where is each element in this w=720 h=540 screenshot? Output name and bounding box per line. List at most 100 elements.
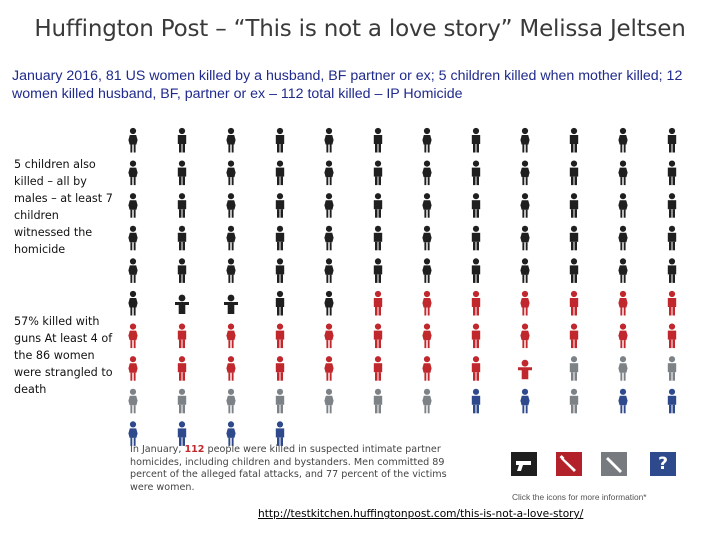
victim-figure[interactable]: [177, 388, 187, 414]
victim-figure[interactable]: [471, 356, 481, 381]
victim-figure[interactable]: [520, 127, 530, 153]
victim-figure[interactable]: [471, 193, 481, 218]
victim-figure[interactable]: [128, 193, 138, 218]
victim-figure[interactable]: [373, 193, 383, 218]
victim-figure[interactable]: [275, 127, 285, 153]
victim-figure[interactable]: [275, 160, 285, 186]
victim-figure[interactable]: [226, 193, 236, 218]
victim-figure[interactable]: [422, 356, 432, 381]
victim-figure[interactable]: [177, 127, 187, 153]
victim-figure[interactable]: [177, 160, 187, 186]
gun-filter-button[interactable]: [511, 452, 537, 476]
unknown-weapon-filter-button[interactable]: ?: [650, 452, 676, 476]
victim-figure[interactable]: [373, 225, 383, 251]
victim-figure[interactable]: [175, 294, 189, 314]
victim-figure[interactable]: [128, 421, 138, 446]
victim-figure[interactable]: [569, 356, 579, 381]
victim-figure[interactable]: [667, 258, 677, 283]
victim-figure[interactable]: [177, 258, 187, 283]
victim-figure[interactable]: [128, 160, 138, 186]
victim-figure[interactable]: [471, 160, 481, 186]
victim-figure[interactable]: [520, 388, 530, 414]
victim-figure[interactable]: [373, 388, 383, 414]
victim-figure[interactable]: [569, 388, 579, 414]
victim-figure[interactable]: [324, 388, 334, 414]
victim-figure[interactable]: [667, 290, 677, 316]
victim-figure[interactable]: [226, 127, 236, 153]
victim-figure[interactable]: [177, 421, 187, 446]
victim-figure[interactable]: [422, 193, 432, 218]
victim-figure[interactable]: [224, 294, 238, 314]
victim-figure[interactable]: [520, 225, 530, 251]
victim-figure[interactable]: [373, 127, 383, 153]
victim-figure[interactable]: [422, 290, 432, 316]
victim-figure[interactable]: [569, 323, 579, 349]
victim-figure[interactable]: [618, 388, 628, 414]
victim-figure[interactable]: [569, 193, 579, 218]
victim-figure[interactable]: [569, 225, 579, 251]
knife-filter-button[interactable]: [556, 452, 582, 476]
victim-figure[interactable]: [128, 388, 138, 414]
victim-figure[interactable]: [520, 258, 530, 283]
victim-figure[interactable]: [618, 127, 628, 153]
victim-figure[interactable]: [618, 323, 628, 349]
victim-figure[interactable]: [373, 258, 383, 283]
victim-figure[interactable]: [324, 225, 334, 251]
victim-figure[interactable]: [569, 258, 579, 283]
victim-figure[interactable]: [520, 160, 530, 186]
victim-figure[interactable]: [520, 323, 530, 349]
victim-figure[interactable]: [422, 258, 432, 283]
victim-figure[interactable]: [226, 323, 236, 349]
victim-figure[interactable]: [275, 193, 285, 218]
victim-figure[interactable]: [422, 127, 432, 153]
victim-figure[interactable]: [128, 323, 138, 349]
victim-figure[interactable]: [275, 290, 285, 316]
other-weapon-filter-button[interactable]: [601, 452, 627, 476]
victim-figure[interactable]: [324, 356, 334, 381]
victim-figure[interactable]: [618, 160, 628, 186]
victim-figure[interactable]: [226, 258, 236, 283]
victim-figure[interactable]: [569, 127, 579, 153]
victim-figure[interactable]: [275, 225, 285, 251]
victim-figure[interactable]: [618, 225, 628, 251]
victim-figure[interactable]: [373, 323, 383, 349]
victim-figure[interactable]: [275, 388, 285, 414]
victim-figure[interactable]: [518, 359, 532, 380]
victim-figure[interactable]: [520, 193, 530, 218]
victim-figure[interactable]: [128, 290, 138, 316]
victim-figure[interactable]: [324, 193, 334, 218]
victim-figure[interactable]: [667, 160, 677, 186]
victim-figure[interactable]: [667, 127, 677, 153]
victim-figure[interactable]: [226, 160, 236, 186]
victim-figure[interactable]: [618, 356, 628, 381]
victim-figure[interactable]: [324, 258, 334, 283]
victim-figure[interactable]: [128, 356, 138, 381]
victim-figure[interactable]: [471, 127, 481, 153]
victim-figure[interactable]: [324, 127, 334, 153]
victim-figure[interactable]: [373, 160, 383, 186]
victim-figure[interactable]: [226, 421, 236, 446]
victim-figure[interactable]: [422, 323, 432, 349]
victim-figure[interactable]: [373, 290, 383, 316]
victim-figure[interactable]: [422, 160, 432, 186]
victim-figure[interactable]: [422, 388, 432, 414]
victim-figure[interactable]: [177, 323, 187, 349]
victim-figure[interactable]: [128, 225, 138, 251]
victim-figure[interactable]: [618, 290, 628, 316]
victim-figure[interactable]: [128, 127, 138, 153]
victim-figure[interactable]: [471, 323, 481, 349]
victim-figure[interactable]: [667, 356, 677, 381]
victim-figure[interactable]: [275, 258, 285, 283]
victim-figure[interactable]: [471, 290, 481, 316]
victim-figure[interactable]: [226, 225, 236, 251]
victim-figure[interactable]: [667, 193, 677, 218]
victim-figure[interactable]: [177, 193, 187, 218]
victim-figure[interactable]: [324, 290, 334, 316]
victim-figure[interactable]: [373, 356, 383, 381]
victim-figure[interactable]: [422, 225, 432, 251]
victim-figure[interactable]: [618, 258, 628, 283]
victim-figure[interactable]: [471, 388, 481, 414]
victim-figure[interactable]: [275, 323, 285, 349]
victim-figure[interactable]: [667, 388, 677, 414]
source-link[interactable]: http://testkitchen.huffingtonpost.com/th…: [258, 508, 584, 520]
